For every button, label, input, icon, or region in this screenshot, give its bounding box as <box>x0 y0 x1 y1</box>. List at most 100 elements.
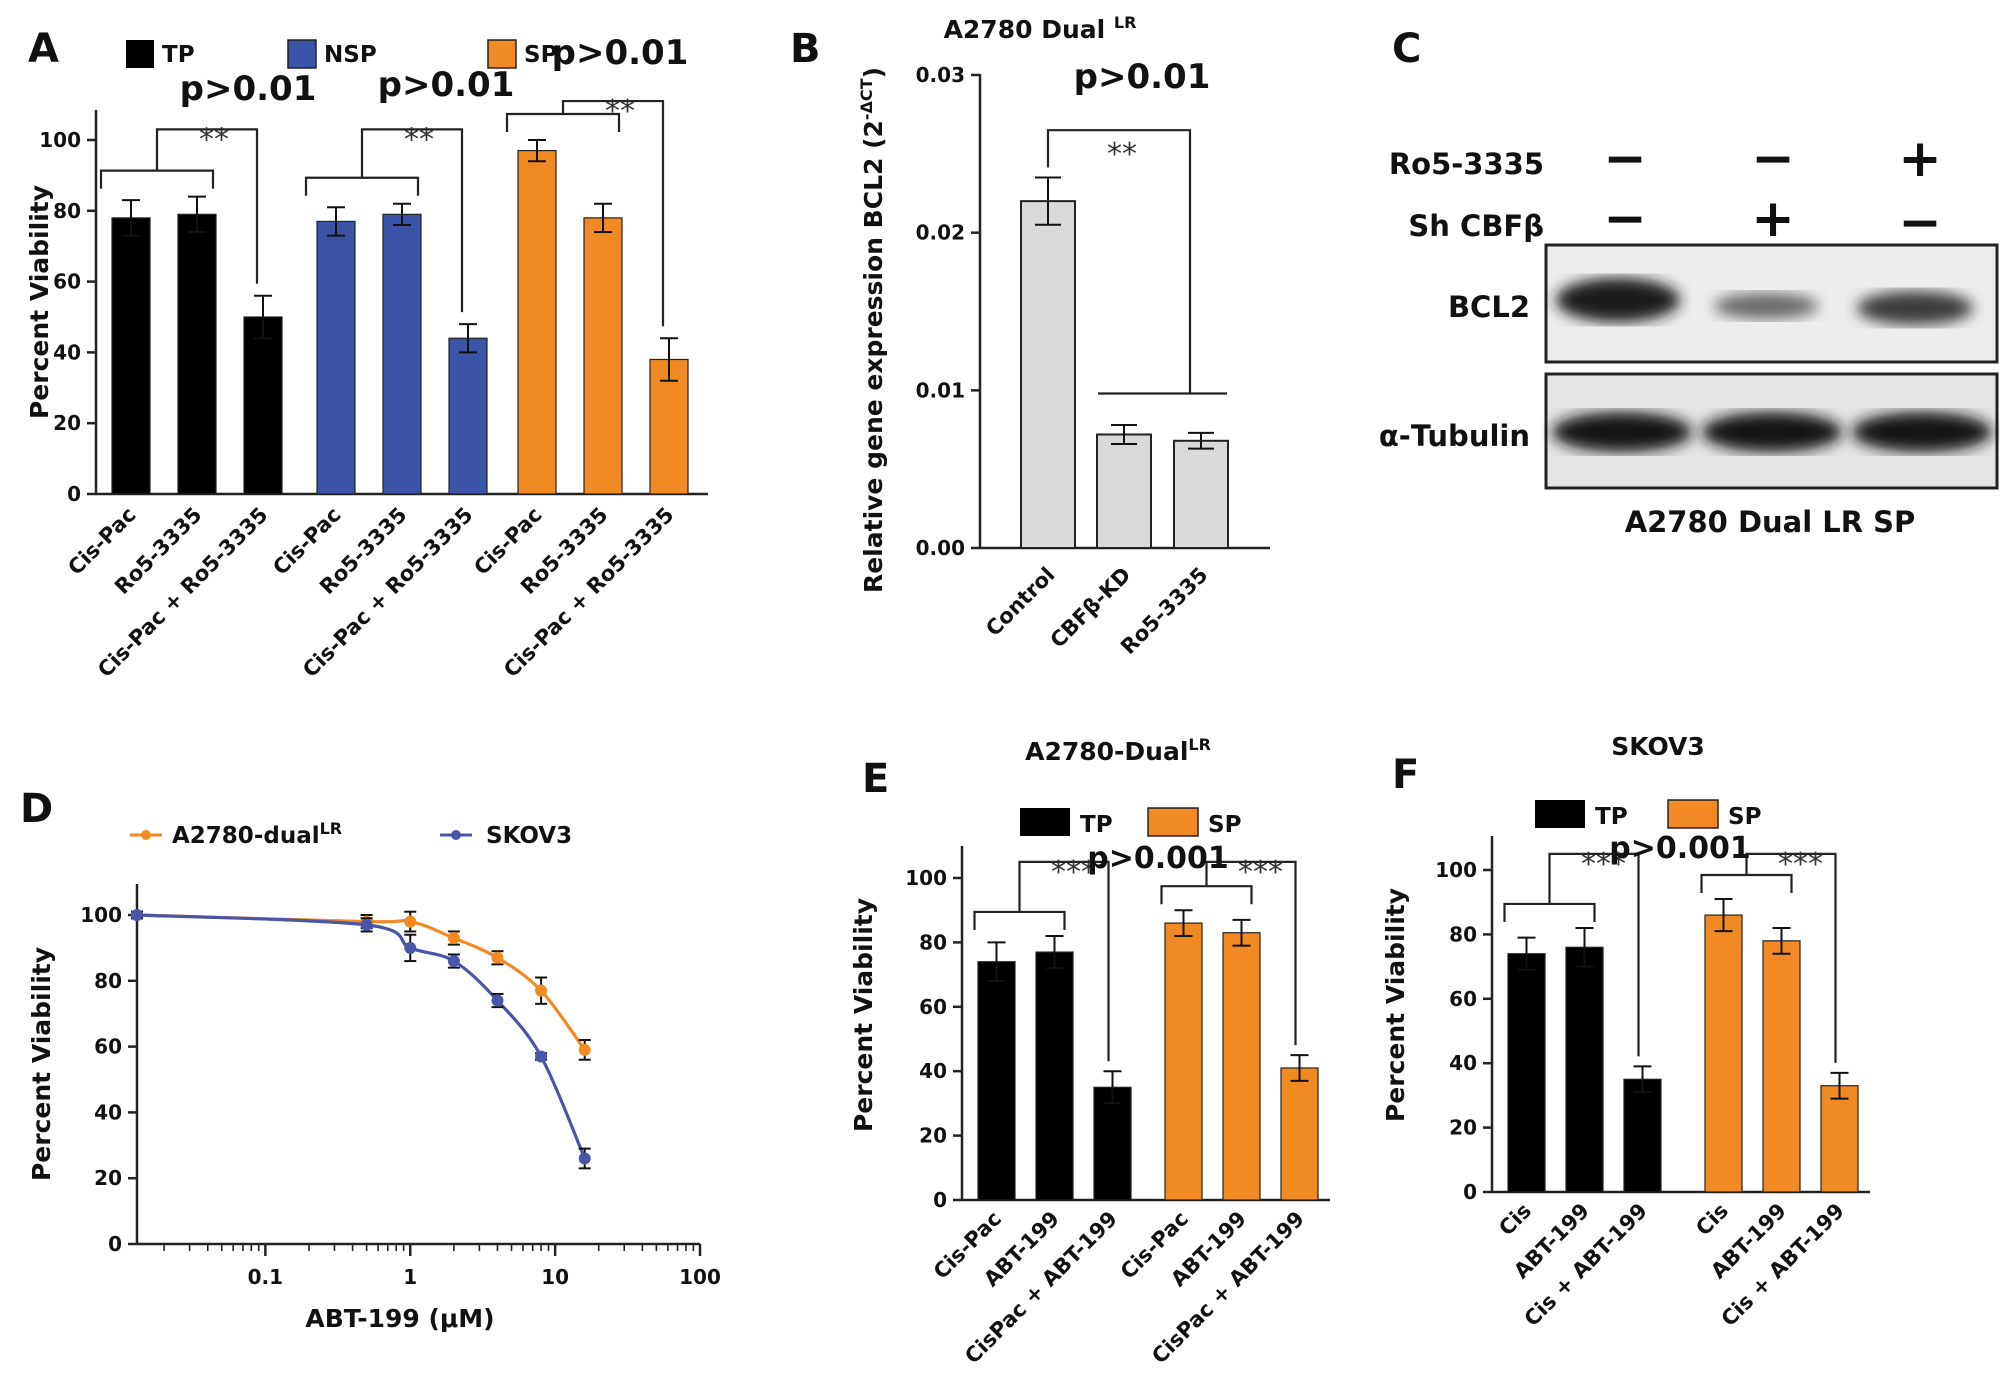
point-d-1-6 <box>578 1152 591 1165</box>
bar-a-2-1 <box>583 217 623 495</box>
x-label-F-1-0: Cis <box>1691 1199 1733 1241</box>
bracket-F-1-right <box>1745 852 1837 1063</box>
d-ytick-label-3: 60 <box>94 1035 122 1059</box>
f-ytick-label-0: 0 <box>1463 1180 1477 1204</box>
bracket-a-2-left <box>505 112 621 132</box>
band-label-tubulin: α-Tubulin <box>1379 419 1530 453</box>
bar-E-0-2 <box>1093 1086 1132 1201</box>
panel-f: F SKOV3 TP SP 0 20 40 60 80 100 Percent Viabi… <box>1381 732 1870 1331</box>
legend-swatch-sp-f <box>1667 799 1719 829</box>
bar-F-0-2 <box>1623 1078 1662 1193</box>
blot-caption: A2780 Dual LR SP <box>1625 505 1916 539</box>
f-ytick-label-1: 20 <box>1449 1116 1477 1140</box>
bracket-a-1-right <box>360 128 464 313</box>
legend-label-nsp: NSP <box>324 42 377 68</box>
sign-sh-lane1: − <box>1603 189 1647 249</box>
a-ytick-label-0: 0 <box>67 482 81 506</box>
d-xtick-label-3: 100 <box>679 1265 721 1289</box>
bar-a-1-1 <box>382 213 422 495</box>
b-ytick-label-3: 0.03 <box>916 63 965 87</box>
bar-E-1-2 <box>1280 1067 1319 1201</box>
point-d-1-5 <box>535 1050 548 1063</box>
panel-letter-f: F <box>1392 752 1419 798</box>
legend-swatch-nsp <box>287 39 317 69</box>
curve-d-1 <box>136 913 587 1160</box>
d-xtick-label-1: 1 <box>403 1265 417 1289</box>
point-d-0-3 <box>447 932 460 945</box>
band-tubulin-lane3 <box>1852 412 1992 452</box>
point-d-1-4 <box>491 994 504 1007</box>
sign-ro5-lane1: − <box>1603 129 1647 189</box>
bar-a-1-2 <box>448 337 488 495</box>
bracket-a-0-right <box>155 128 259 284</box>
bracket-a-2-right <box>561 99 665 327</box>
legend-label-tp-e: TP <box>1080 812 1113 838</box>
e-ytick-label-2: 40 <box>919 1059 947 1083</box>
d-xtick-label-2: 10 <box>541 1265 569 1289</box>
bar-E-0-0 <box>977 961 1016 1201</box>
bar-b-2 <box>1173 439 1229 549</box>
point-d-1-0 <box>131 909 143 921</box>
f-ytick-label-2: 40 <box>1449 1051 1477 1075</box>
d-ytick-label-4: 80 <box>94 969 122 993</box>
sig-F-0: *** <box>1581 847 1626 882</box>
bracket-E-1-right <box>1205 860 1297 1046</box>
panel-b: B A2780 Dual LR 0.00 0.01 0.02 0.03 Relativ… <box>790 13 1270 659</box>
e-ytick-label-4: 80 <box>919 930 947 954</box>
sign-ro5-lane3: + <box>1898 129 1942 189</box>
a-ytick-label-1: 20 <box>53 411 81 435</box>
panel-e: E A2780-DualLR TP SP 0 20 40 60 80 100 Percen… <box>849 735 1330 1368</box>
panel-letter-a: A <box>28 26 59 72</box>
e-ytick-label-1: 20 <box>919 1124 947 1148</box>
bracket-E-0-right <box>1018 860 1110 1062</box>
legend-label-sp: SP <box>524 42 557 68</box>
row-label-ro5: Ro5-3335 <box>1389 147 1544 181</box>
chart-title-b: A2780 Dual LR <box>944 13 1137 44</box>
bar-F-1-1 <box>1762 940 1801 1193</box>
d-ytick-label-0: 0 <box>108 1232 122 1256</box>
e-ytick-label-0: 0 <box>933 1188 947 1212</box>
f-ytick-label-3: 60 <box>1449 987 1477 1011</box>
band-tubulin-lane2 <box>1702 412 1842 452</box>
legend-label-tp: TP <box>162 42 195 68</box>
pvalue-F: p>0.001 <box>1609 831 1751 866</box>
legend-swatch-tp-f <box>1535 800 1585 828</box>
x-label-F-0-0: Cis <box>1494 1199 1536 1241</box>
a-ytick-label-4: 80 <box>53 199 81 223</box>
bracket-b-main <box>1046 129 1192 394</box>
x-label-b-0: Control <box>981 563 1059 641</box>
point-d-0-2 <box>404 915 417 928</box>
pvalue-E: p>0.001 <box>1087 841 1229 876</box>
pvalue-a-0: p>0.01 <box>180 69 317 109</box>
point-d-1-3 <box>447 955 460 968</box>
a-ytick-label-2: 40 <box>53 340 81 364</box>
panel-a: A TP NSP SP 0 20 40 60 80 100 Percent Viabili… <box>25 26 708 682</box>
sig-a-2: ** <box>605 94 635 129</box>
f-ytick-label-5: 100 <box>1435 858 1477 882</box>
e-ytick-label-5: 100 <box>905 866 947 890</box>
bar-b-1 <box>1096 433 1152 550</box>
d-ytick-label-5: 100 <box>80 903 122 927</box>
sig-a-1: ** <box>404 122 434 157</box>
bar-a-2-0 <box>517 150 557 495</box>
e-ytick-label-3: 60 <box>919 995 947 1019</box>
point-d-0-5 <box>535 984 548 997</box>
chart-title-f: SKOV3 <box>1611 732 1705 761</box>
bracket-a-0-left <box>99 169 215 189</box>
sig-F-1: *** <box>1778 847 1823 882</box>
bar-E-1-0 <box>1164 922 1203 1201</box>
sign-ro5-lane2: − <box>1751 129 1795 189</box>
sig-b: ** <box>1107 137 1137 172</box>
bar-b-0 <box>1020 200 1076 549</box>
f-ytick-label-4: 80 <box>1449 922 1477 946</box>
pvalue-a-1: p>0.01 <box>378 65 515 105</box>
bar-F-1-0 <box>1704 914 1743 1193</box>
b-ytick-label-0: 0.00 <box>916 536 965 560</box>
d-ytick-label-1: 20 <box>94 1166 122 1190</box>
bar-F-0-1 <box>1565 946 1604 1193</box>
y-axis-label-a: Percent Viability <box>25 185 54 419</box>
x-axis-label-d: ABT-199 (μM) <box>305 1304 494 1333</box>
bar-F-1-2 <box>1820 1085 1859 1193</box>
point-d-1-2 <box>404 941 417 954</box>
point-d-0-6 <box>578 1043 591 1056</box>
